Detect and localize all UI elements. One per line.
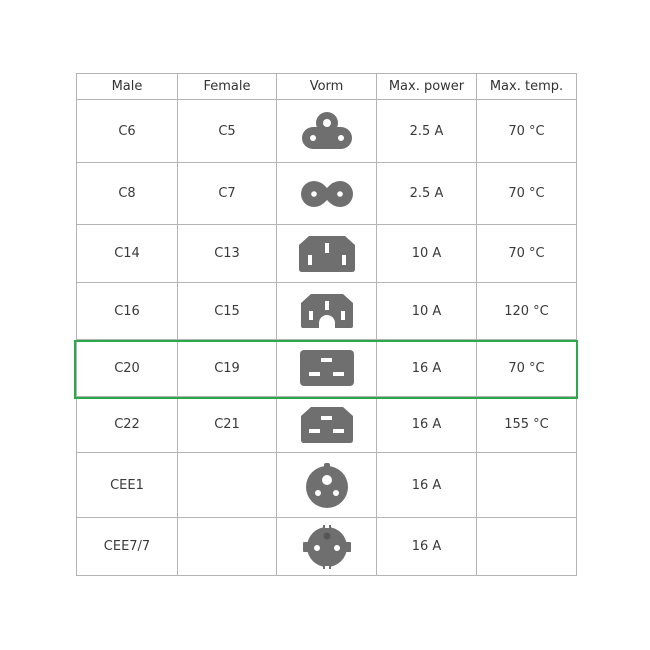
table-row: C22 C21 16 A 155 °C [76,396,577,453]
header-max-temp: Max. temp. [476,73,577,100]
cell-female: C21 [177,396,277,453]
header-max-power: Max. power [376,73,477,100]
header-male: Male [76,73,178,100]
cell-vorm [276,339,377,397]
cell-max-power: 16 A [376,339,477,397]
cell-female: C13 [177,224,277,283]
cell-male: C6 [76,99,178,163]
table-row: C20 C19 16 A 70 °C [76,339,577,397]
cell-vorm [276,99,377,163]
header-female: Female [177,73,277,100]
cell-female [177,517,277,576]
cell-male: C16 [76,282,178,340]
cell-female: C5 [177,99,277,163]
connector-table: Male Female Vorm Max. power Max. temp. C… [76,73,577,576]
cell-max-power: 2.5 A [376,162,477,225]
cell-male: C8 [76,162,178,225]
cell-max-temp: 155 °C [476,396,577,453]
cell-max-temp: 70 °C [476,339,577,397]
header-vorm: Vorm [276,73,377,100]
c13-connector-icon [277,235,376,273]
cell-vorm [276,517,377,576]
cell-male: CEE7/7 [76,517,178,576]
cell-max-temp: 70 °C [476,224,577,283]
table-row: C16 C15 10 A 120 °C [76,282,577,340]
cell-max-power: 2.5 A [376,99,477,163]
table-row: C6 C5 2.5 A 70 °C [76,99,577,163]
table-row: CEE1 16 A [76,452,577,518]
cell-vorm [276,282,377,340]
cell-max-power: 16 A [376,517,477,576]
cell-max-temp [476,452,577,518]
table-row: C8 C7 2.5 A 70 °C [76,162,577,225]
cell-female: C15 [177,282,277,340]
cell-vorm [276,224,377,283]
cell-female [177,452,277,518]
c5-cloverleaf-icon [277,111,376,151]
cell-max-power: 10 A [376,282,477,340]
table-row: CEE7/7 16 A [76,517,577,576]
c21-connector-icon [277,406,376,444]
cell-vorm [276,452,377,518]
c15-connector-icon [277,293,376,329]
cell-female: C19 [177,339,277,397]
cee7-schuko-icon [277,524,376,570]
c7-figure-eight-icon [277,179,376,209]
cell-male: C14 [76,224,178,283]
c19-connector-icon [277,349,376,387]
header-row: Male Female Vorm Max. power Max. temp. [76,73,577,100]
cell-male: C20 [76,339,178,397]
table-row: C14 C13 10 A 70 °C [76,224,577,283]
cell-max-temp: 120 °C [476,282,577,340]
cee1-socket-icon [277,461,376,509]
cell-max-temp [476,517,577,576]
cell-max-temp: 70 °C [476,99,577,163]
cell-male: C22 [76,396,178,453]
cell-max-power: 10 A [376,224,477,283]
cell-male: CEE1 [76,452,178,518]
cell-max-power: 16 A [376,396,477,453]
cell-female: C7 [177,162,277,225]
cell-max-power: 16 A [376,452,477,518]
cell-max-temp: 70 °C [476,162,577,225]
cell-vorm [276,396,377,453]
cell-vorm [276,162,377,225]
